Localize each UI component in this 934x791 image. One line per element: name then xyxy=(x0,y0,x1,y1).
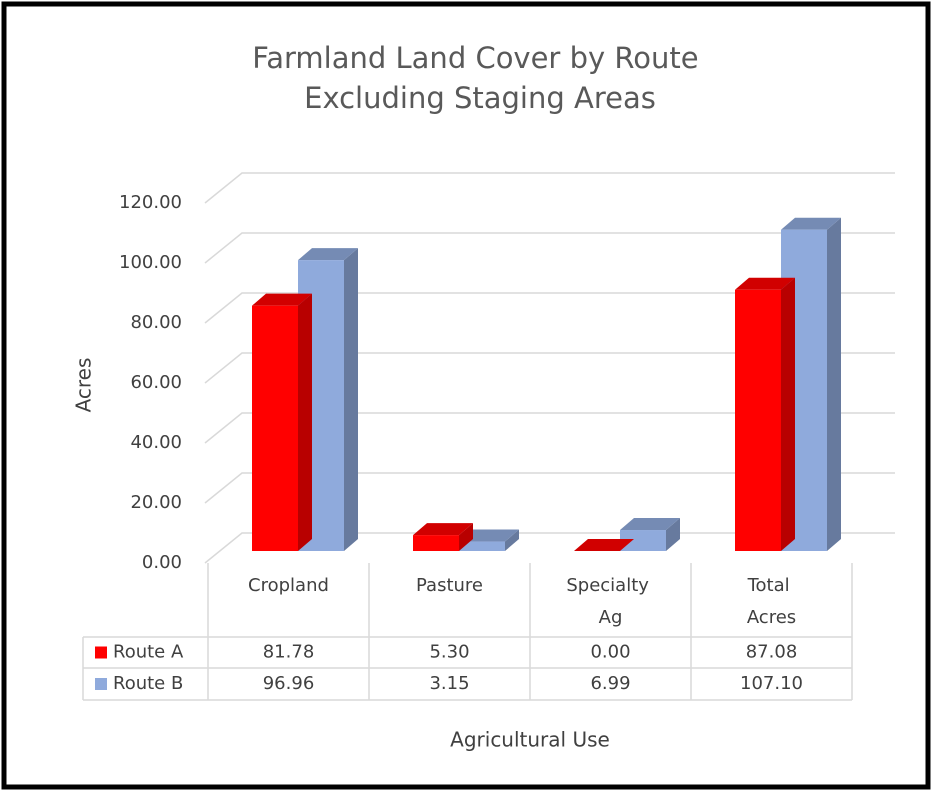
table-value: 81.78 xyxy=(263,642,315,663)
bar-side xyxy=(827,217,841,551)
y-tick-label: 100.00 xyxy=(119,252,182,273)
y-axis-title: Acres xyxy=(72,358,96,413)
bar-front xyxy=(620,530,666,551)
grid-line xyxy=(204,292,895,324)
x-tick-label: Total Acres xyxy=(747,575,797,628)
table-value: 5.30 xyxy=(429,642,469,663)
x-axis-title: Agricultural Use xyxy=(450,728,610,752)
legend-key xyxy=(95,646,107,659)
bar xyxy=(620,518,680,551)
bar-front xyxy=(459,541,505,551)
table-value: 6.99 xyxy=(590,673,630,694)
bar-front xyxy=(252,305,298,551)
legend-label: Route A xyxy=(113,642,184,663)
bar xyxy=(574,539,634,551)
grid-line xyxy=(204,412,895,444)
y-tick-label: 60.00 xyxy=(130,372,182,393)
bar xyxy=(735,277,795,551)
table-value: 0.00 xyxy=(590,642,630,663)
grid-line xyxy=(204,472,895,504)
chart-title: Farmland Land Cover by Route Excluding S… xyxy=(252,41,708,115)
bar-top xyxy=(735,277,795,290)
table-value: 96.96 xyxy=(263,673,315,694)
bar-top xyxy=(459,529,519,542)
bar-side xyxy=(298,293,312,551)
y-tick-label: 80.00 xyxy=(130,312,182,333)
bar-top xyxy=(781,217,841,230)
table-value: 3.15 xyxy=(429,673,469,694)
bar-top xyxy=(413,523,473,536)
y-tick-label: 0.00 xyxy=(142,552,182,573)
bar-side xyxy=(505,529,519,551)
bar xyxy=(459,529,519,551)
bar-side xyxy=(459,523,473,551)
bar-front xyxy=(413,535,459,551)
bar-side xyxy=(781,277,795,551)
bar-front xyxy=(735,289,781,551)
bar xyxy=(252,293,312,551)
grid-line xyxy=(204,352,895,384)
y-tick-label: 40.00 xyxy=(130,432,182,453)
bar-top xyxy=(298,248,358,261)
bar-top xyxy=(252,293,312,306)
bar-top xyxy=(620,518,680,531)
bar-side xyxy=(344,248,358,551)
table-value: 107.10 xyxy=(740,673,803,694)
bar-side xyxy=(666,518,680,551)
y-tick-label: 20.00 xyxy=(130,492,182,513)
legend-key xyxy=(95,678,107,690)
y-tick-label: 120.00 xyxy=(119,192,182,213)
x-tick-label: Specialty Ag xyxy=(566,575,654,628)
x-tick-label: Cropland xyxy=(248,575,329,596)
table-value: 87.08 xyxy=(746,642,798,663)
legend-label: Route B xyxy=(113,673,183,694)
bar-top xyxy=(574,539,634,551)
x-tick-label: Pasture xyxy=(416,575,483,596)
grid-line xyxy=(204,232,895,264)
bar xyxy=(413,523,473,551)
grid-line xyxy=(204,172,895,204)
